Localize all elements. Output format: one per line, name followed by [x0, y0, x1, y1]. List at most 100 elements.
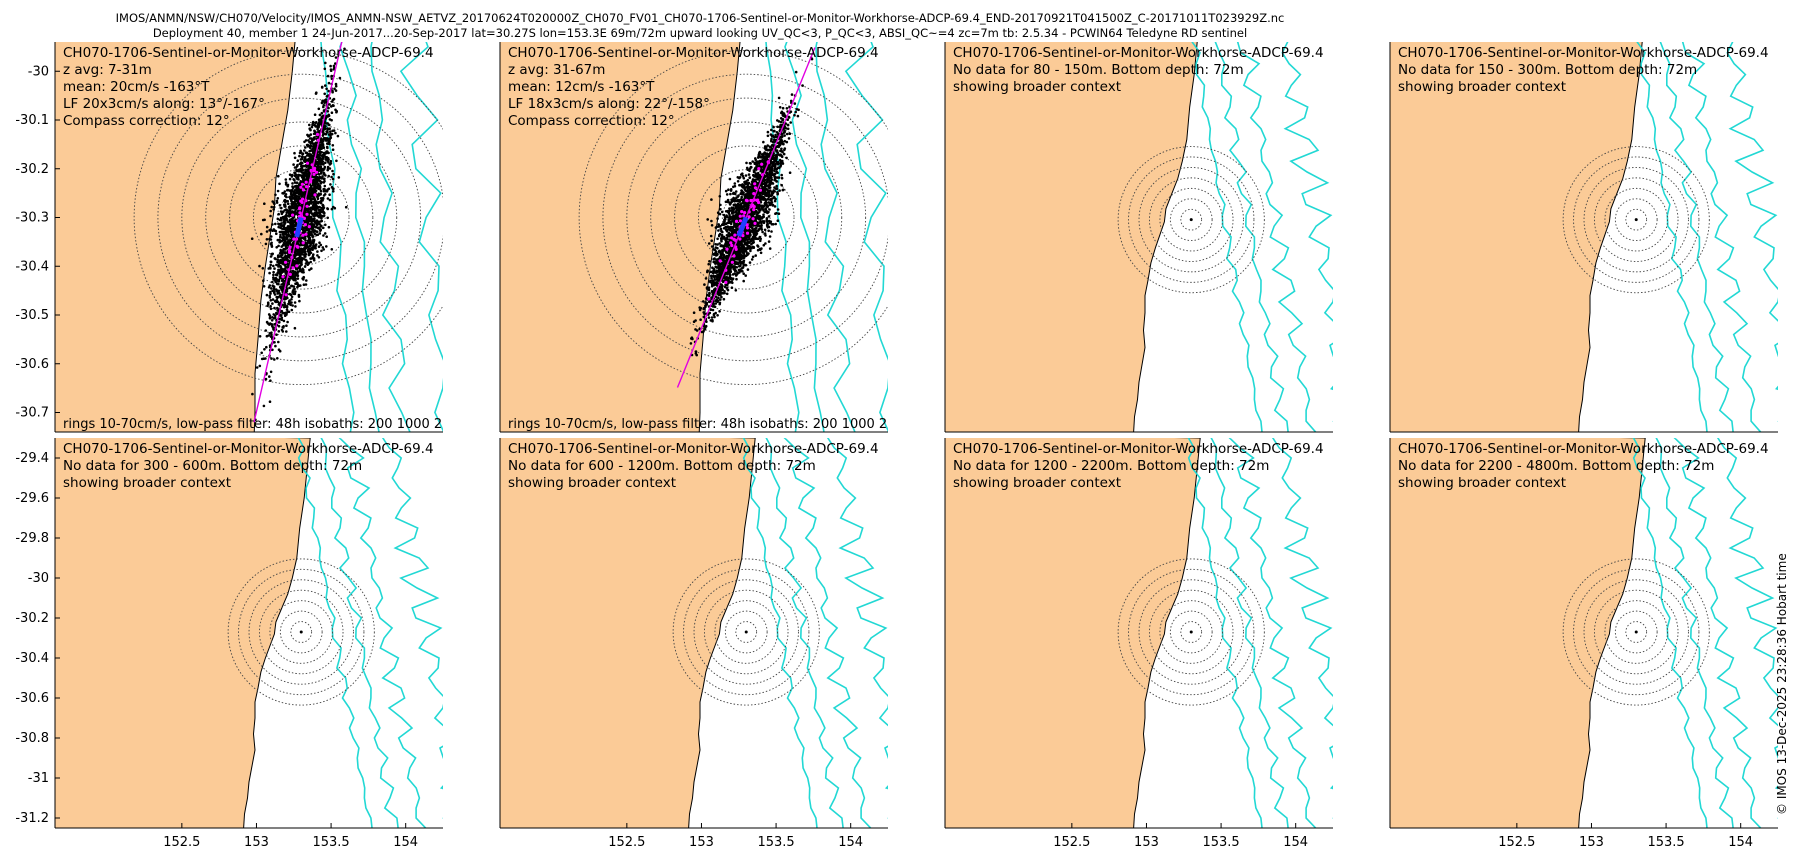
- scatter-point: [297, 259, 301, 263]
- scatter-point: [748, 176, 752, 179]
- scatter-point: [717, 296, 720, 300]
- scatter-point: [319, 180, 322, 183]
- scatter-point: [321, 199, 324, 202]
- scatter-point: [280, 255, 283, 259]
- scatter-point: [330, 74, 333, 78]
- scatter-point: [294, 282, 297, 286]
- scatter-point: [715, 266, 719, 269]
- scatter-point: [326, 137, 330, 141]
- scatter-point: [293, 204, 297, 207]
- scatter-point: [714, 311, 717, 315]
- scatter-point: [268, 266, 272, 269]
- scatter-point: [775, 184, 778, 188]
- scatter-point: [315, 161, 319, 164]
- scatter-point: [293, 292, 297, 296]
- scatter-point: [273, 316, 277, 320]
- scatter-point: [319, 165, 323, 168]
- scatter-point: [322, 194, 326, 197]
- scatter-point: [294, 279, 297, 282]
- scatter-point: [694, 350, 698, 353]
- scatter-point: [258, 335, 262, 338]
- scatter-point: [742, 279, 745, 283]
- scatter-point: [277, 244, 280, 248]
- scatter-point: [295, 257, 298, 261]
- scatter-point: [318, 241, 321, 244]
- principal-axis-line: [253, 42, 343, 423]
- scatter-point: [774, 133, 777, 137]
- scatter-point: [729, 202, 732, 205]
- scatter-point: [316, 187, 320, 190]
- scatter-point: [777, 166, 780, 169]
- scatter-point: [268, 375, 271, 378]
- scatter-point: [290, 295, 294, 299]
- scatter-point: [716, 243, 719, 246]
- scatter-point: [732, 258, 735, 262]
- scatter-point: [316, 226, 320, 230]
- scatter-point: [783, 125, 787, 128]
- scatter-point: [316, 254, 319, 257]
- scatter-point: [324, 115, 328, 119]
- scatter-point: [729, 222, 733, 225]
- scatter-point: [304, 239, 307, 242]
- scatter-point: [734, 190, 738, 193]
- scatter-point: [756, 171, 760, 175]
- scatter-point: [717, 223, 720, 226]
- scatter-point: [764, 148, 768, 151]
- scatter-point: [783, 134, 786, 137]
- scatter-point: [326, 127, 330, 130]
- scatter-point: [766, 205, 770, 208]
- scatter-point: [730, 286, 734, 290]
- scatter-point: [261, 218, 265, 222]
- scatter-point: [756, 237, 760, 241]
- scatter-point: [314, 243, 318, 246]
- scatter-point: [768, 152, 771, 156]
- scatter-point: [319, 193, 322, 196]
- scatter-point: [275, 263, 278, 267]
- scatter-point: [732, 191, 736, 195]
- scatter-point: [320, 119, 323, 123]
- scatter-point: [784, 127, 788, 130]
- scatter-point: [308, 123, 311, 127]
- scatter-point: [277, 262, 281, 266]
- scatter-point: [320, 224, 323, 228]
- scatter-point: [269, 260, 273, 264]
- scatter-point: [721, 258, 725, 262]
- scatter-point: [320, 206, 323, 210]
- scatter-point: [322, 109, 326, 112]
- scatter-point: [327, 174, 331, 178]
- velocity-scatter: [250, 47, 348, 422]
- scatter-point: [746, 268, 750, 271]
- scatter-point: [756, 248, 760, 252]
- scatter-point: [303, 157, 307, 160]
- scatter-point: [739, 264, 742, 268]
- scatter-point: [275, 333, 278, 337]
- scatter-point: [282, 247, 286, 251]
- scatter-point: [291, 289, 295, 293]
- land-coastline: [500, 42, 741, 432]
- scatter-point: [272, 273, 275, 277]
- scatter-point: [781, 106, 785, 110]
- scatter-point: [759, 239, 762, 243]
- scatter-point: [329, 159, 333, 163]
- scatter-point: [264, 377, 268, 381]
- scatter-point: [326, 188, 330, 191]
- lowpass-point: [304, 185, 309, 189]
- scatter-point: [314, 202, 318, 205]
- scatter-point: [322, 248, 326, 251]
- scatter-point: [735, 208, 739, 212]
- scatter-point: [788, 132, 792, 135]
- scatter-point: [295, 168, 298, 172]
- scatter-point: [333, 87, 336, 91]
- scatter-point: [304, 250, 307, 254]
- panel-annotation-line: Compass correction: 12°: [63, 113, 230, 129]
- isobath-2000m: [815, 42, 856, 432]
- scatter-point: [736, 176, 740, 179]
- lowpass-point: [301, 241, 305, 245]
- scatter-point: [751, 224, 755, 227]
- scatter-point: [301, 270, 304, 274]
- y-tick-label: -30.6: [15, 357, 49, 372]
- scatter-point: [302, 229, 306, 232]
- scatter-point: [264, 357, 267, 360]
- scatter-point: [283, 198, 287, 202]
- scatter-point: [285, 233, 289, 237]
